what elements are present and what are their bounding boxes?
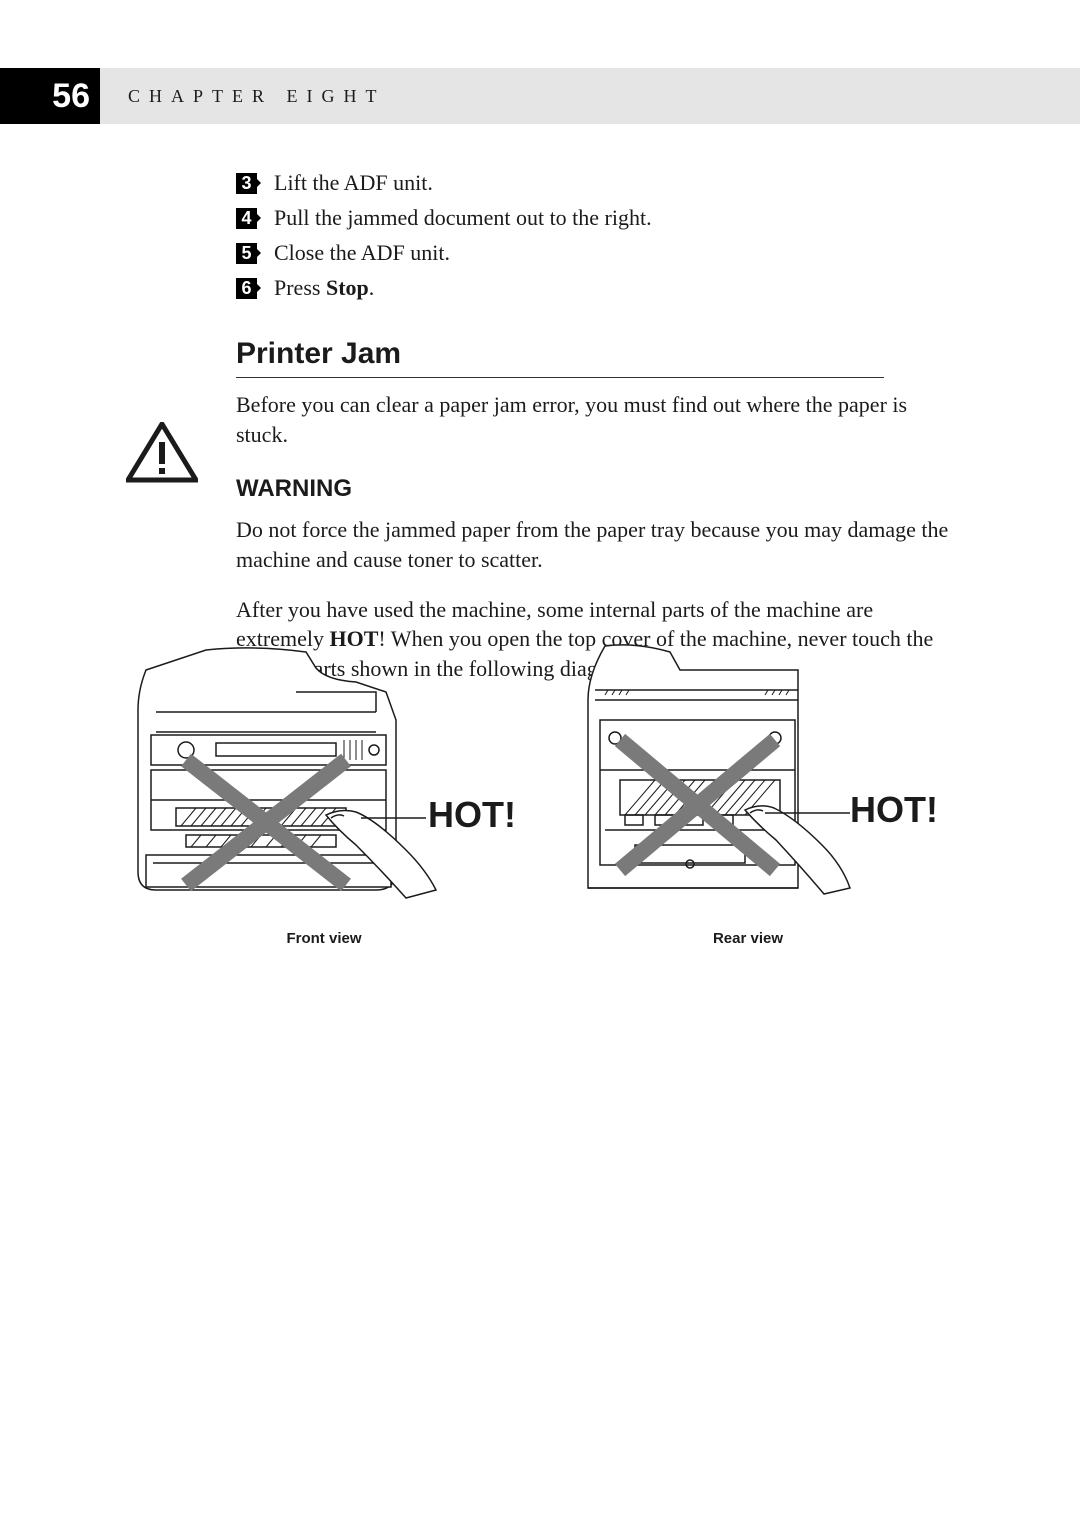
- warning-paragraph-1: Do not force the jammed paper from the p…: [236, 515, 956, 574]
- page-header: 56 CHAPTER EIGHT: [0, 68, 1080, 124]
- hot-label: HOT!: [428, 794, 516, 836]
- printer-rear-illustration: [550, 640, 946, 920]
- diagram-rear: HOT! Rear view: [550, 640, 946, 947]
- step-text: Pull the jammed document out to the righ…: [274, 205, 652, 231]
- warning-heading: WARNING: [236, 475, 956, 503]
- hot-label: HOT!: [850, 789, 938, 831]
- section-intro: Before you can clear a paper jam error, …: [236, 390, 956, 449]
- step-number: 4: [236, 208, 257, 229]
- step-text: Lift the ADF unit.: [274, 170, 433, 196]
- step-item-6: 6 Press Stop.: [236, 275, 956, 301]
- diagram-caption-front: Front view: [286, 930, 361, 947]
- step-item-3: 3 Lift the ADF unit.: [236, 170, 956, 196]
- warning-icon: [126, 422, 198, 484]
- step-item-4: 4 Pull the jammed document out to the ri…: [236, 205, 956, 231]
- diagrams-row: HOT! Front view: [126, 640, 946, 947]
- diagram-front: HOT! Front view: [126, 640, 522, 947]
- section-heading: Printer Jam: [236, 337, 884, 378]
- step-number: 6: [236, 278, 257, 299]
- chapter-label: CHAPTER EIGHT: [100, 86, 386, 107]
- diagram-caption-rear: Rear view: [713, 930, 783, 947]
- step-item-5: 5 Close the ADF unit.: [236, 240, 956, 266]
- printer-front-illustration: [126, 640, 522, 920]
- content-area: 3 Lift the ADF unit. 4 Pull the jammed d…: [236, 170, 956, 704]
- step-text: Press Stop.: [274, 275, 374, 301]
- step-number: 3: [236, 173, 257, 194]
- page-number: 56: [0, 68, 100, 124]
- step-text: Close the ADF unit.: [274, 240, 450, 266]
- step-list: 3 Lift the ADF unit. 4 Pull the jammed d…: [236, 170, 956, 301]
- step-number: 5: [236, 243, 257, 264]
